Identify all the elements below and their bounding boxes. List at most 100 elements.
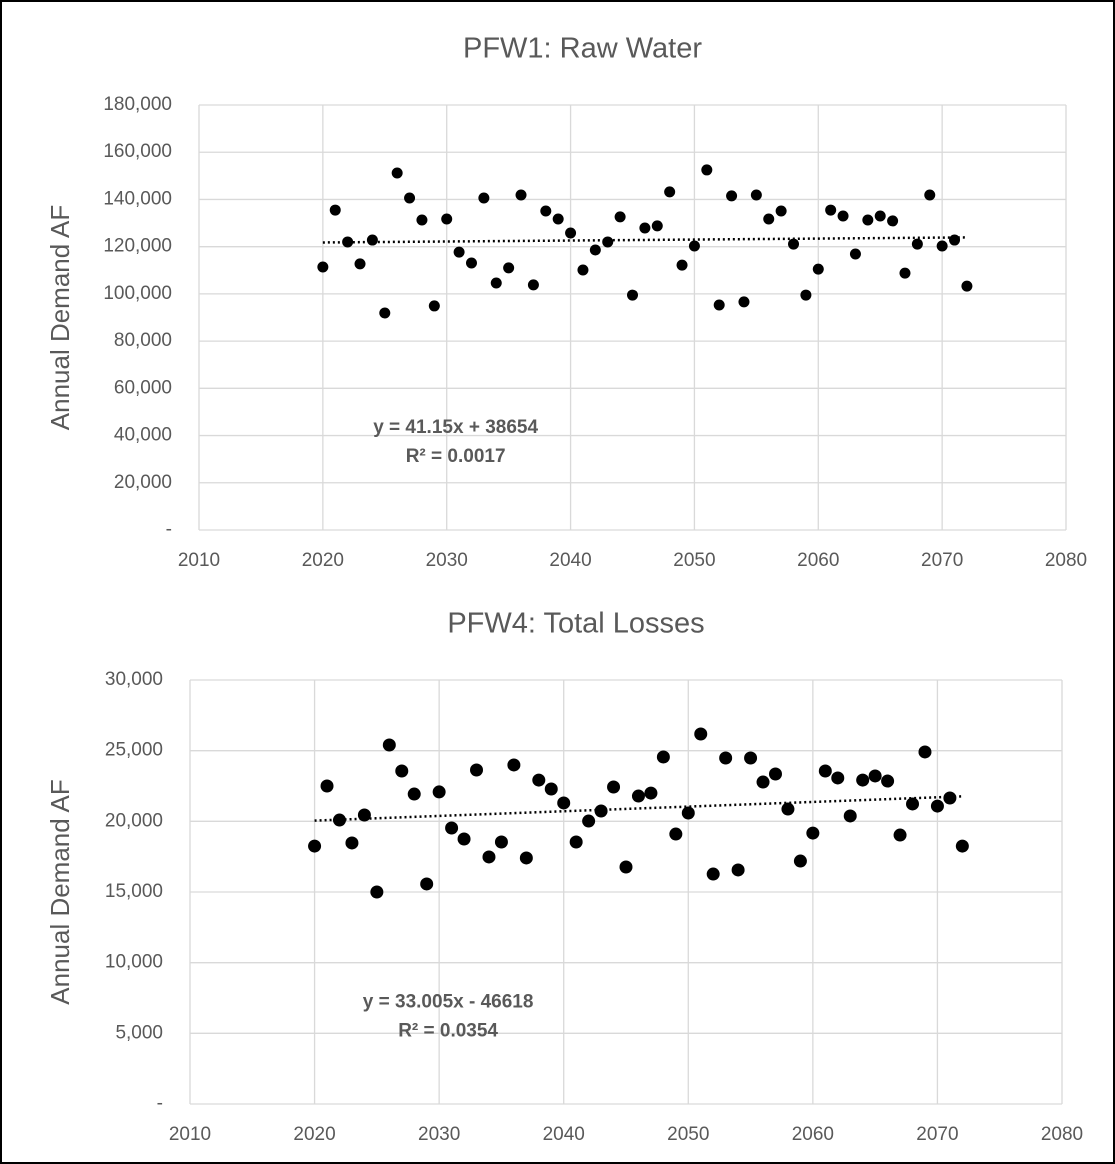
y-tick-label: - <box>166 519 172 540</box>
x-tick-label: 2040 <box>549 550 591 571</box>
point <box>681 806 695 820</box>
point <box>874 210 886 222</box>
point <box>457 832 471 846</box>
point <box>849 248 861 260</box>
point <box>775 205 787 217</box>
trendline <box>322 236 967 244</box>
trend-r2: R² = 0.0354 <box>398 1020 498 1041</box>
point <box>669 827 683 841</box>
y-tick-label: 5,000 <box>115 1022 163 1043</box>
trend-equation: y = 33.005x - 46618 <box>363 991 534 1012</box>
point <box>420 877 434 891</box>
point <box>354 258 366 270</box>
point <box>924 189 936 201</box>
point <box>639 222 651 234</box>
y-tick-label: 100,000 <box>103 283 172 304</box>
point <box>688 240 700 252</box>
point <box>602 236 614 248</box>
point <box>949 234 961 246</box>
point <box>664 186 676 198</box>
point <box>731 863 745 877</box>
point <box>532 773 546 787</box>
y-tick-label: 160,000 <box>103 141 172 162</box>
point <box>507 758 521 772</box>
y-tick-label: 80,000 <box>114 330 172 351</box>
point <box>494 835 508 849</box>
point <box>557 796 571 810</box>
x-tick-label: 2070 <box>916 1124 958 1145</box>
point <box>831 771 845 785</box>
point <box>656 750 670 764</box>
point <box>961 280 973 292</box>
point <box>544 782 558 796</box>
trendline <box>314 795 963 822</box>
point <box>391 167 403 179</box>
point <box>490 277 502 289</box>
point <box>432 785 446 799</box>
point <box>936 240 948 252</box>
point <box>756 775 770 789</box>
point <box>416 214 428 226</box>
point <box>527 279 539 291</box>
point <box>719 751 733 765</box>
point <box>825 204 837 216</box>
y-tick-label: 15,000 <box>105 881 163 902</box>
point <box>503 262 515 274</box>
trend-equation: y = 41.15x + 38654 <box>373 417 538 438</box>
y-tick-label: 40,000 <box>114 425 172 446</box>
point <box>619 860 633 874</box>
x-tick-label: 2020 <box>293 1124 335 1145</box>
point <box>843 809 857 823</box>
point <box>320 779 334 793</box>
point <box>445 821 459 835</box>
point <box>856 773 870 787</box>
x-tick-label: 2080 <box>1041 1124 1083 1145</box>
x-tick-label: 2060 <box>792 1124 834 1145</box>
point <box>800 289 812 301</box>
point <box>395 764 409 778</box>
x-tick-label: 2020 <box>302 550 344 571</box>
point <box>918 745 932 759</box>
y-tick-label: 20,000 <box>105 810 163 831</box>
point <box>906 797 920 811</box>
point <box>868 769 882 783</box>
y-axis-label: Annual Demand AF <box>45 205 75 430</box>
point <box>465 257 477 269</box>
point <box>676 259 688 271</box>
x-tick-label: 2050 <box>673 550 715 571</box>
point <box>793 854 807 868</box>
point <box>911 238 923 250</box>
point <box>407 787 421 801</box>
point <box>744 751 758 765</box>
point <box>589 244 601 256</box>
point <box>308 839 322 853</box>
chart-title: PFW1: Raw Water <box>463 33 702 65</box>
y-tick-label: 20,000 <box>114 472 172 493</box>
point <box>837 210 849 222</box>
point <box>812 263 824 275</box>
y-tick-label: 30,000 <box>105 669 163 690</box>
y-tick-label: 25,000 <box>105 740 163 761</box>
point <box>899 267 911 279</box>
x-tick-label: 2060 <box>797 550 839 571</box>
point <box>893 828 907 842</box>
point <box>887 215 899 227</box>
x-tick-label: 2010 <box>169 1124 211 1145</box>
point <box>428 300 440 312</box>
point <box>565 227 577 239</box>
point <box>738 296 750 308</box>
x-tick-label: 2040 <box>543 1124 585 1145</box>
point <box>345 836 359 850</box>
point <box>540 205 552 217</box>
point <box>763 213 775 225</box>
point <box>750 189 762 201</box>
point <box>515 189 527 201</box>
point <box>482 850 496 864</box>
point <box>366 234 378 246</box>
trend-r2: R² = 0.0017 <box>406 446 506 467</box>
point <box>607 780 621 794</box>
point <box>627 289 638 301</box>
